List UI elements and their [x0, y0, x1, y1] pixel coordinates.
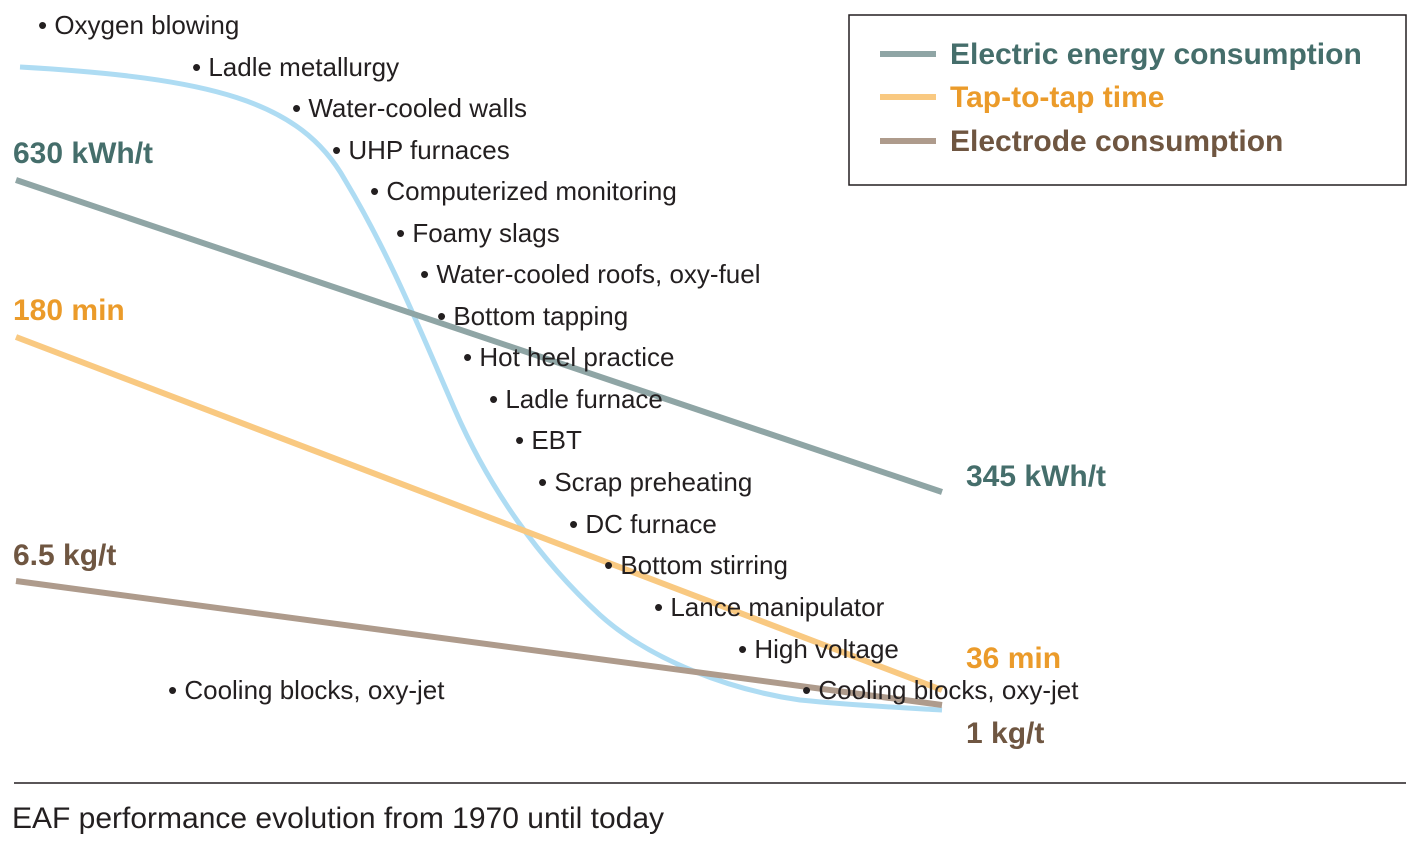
electric-energy-end-label: 345 kWh/t [966, 460, 1106, 493]
milestone-label: • EBT [515, 425, 582, 455]
legend-label-electric-energy: Electric energy consumption [950, 38, 1362, 71]
legend: Electric energy consumption Tap-to-tap t… [848, 14, 1407, 186]
electric-energy-start-label: 630 kWh/t [13, 137, 153, 170]
milestone-label: • High voltage [738, 634, 899, 664]
milestone-label: • Water-cooled roofs, oxy-fuel [420, 259, 761, 289]
milestone-label: • Oxygen blowing [38, 10, 239, 40]
milestone-label: • Lance manipulator [654, 592, 885, 622]
milestone-label: • Foamy slags [396, 218, 560, 248]
electrode-line [15, 578, 943, 708]
tap-to-tap-start-label: 180 min [13, 294, 125, 327]
milestone-label: • UHP furnaces [332, 135, 510, 165]
milestone-label: • Water-cooled walls [292, 93, 527, 123]
milestone-label: • Ladle furnace [489, 384, 663, 414]
milestone-label: • Cooling blocks, oxy-jet [168, 675, 445, 705]
milestone-label: • Ladle metallurgy [192, 52, 399, 82]
electric-energy-line [15, 177, 943, 495]
tap-to-tap-end-label: 36 min [966, 642, 1061, 675]
milestone-extra-label: • Cooling blocks, oxy-jet [802, 675, 1079, 705]
technology-adoption-curve [19, 64, 943, 713]
legend-label-electrode: Electrode consumption [950, 125, 1283, 158]
chart-caption: EAF performance evolution from 1970 unti… [12, 802, 664, 835]
milestone-label: • Scrap preheating [538, 467, 752, 497]
legend-box [848, 14, 1407, 186]
milestone-label: • Bottom stirring [604, 550, 788, 580]
electrode-start-label: 6.5 kg/t [13, 539, 116, 572]
milestone-label: • Bottom tapping [437, 301, 628, 331]
tap-to-tap-line [14, 334, 944, 693]
electrode-end-label: 1 kg/t [966, 717, 1044, 750]
milestone-label: • Computerized monitoring [370, 176, 677, 206]
milestone-label: • DC furnace [569, 509, 717, 539]
technology-milestones: • Oxygen blowing • Ladle metallurgy • Wate… [38, 10, 899, 705]
legend-label-tap-to-tap: Tap-to-tap time [950, 81, 1164, 114]
milestone-label: • Hot heel practice [463, 342, 674, 372]
